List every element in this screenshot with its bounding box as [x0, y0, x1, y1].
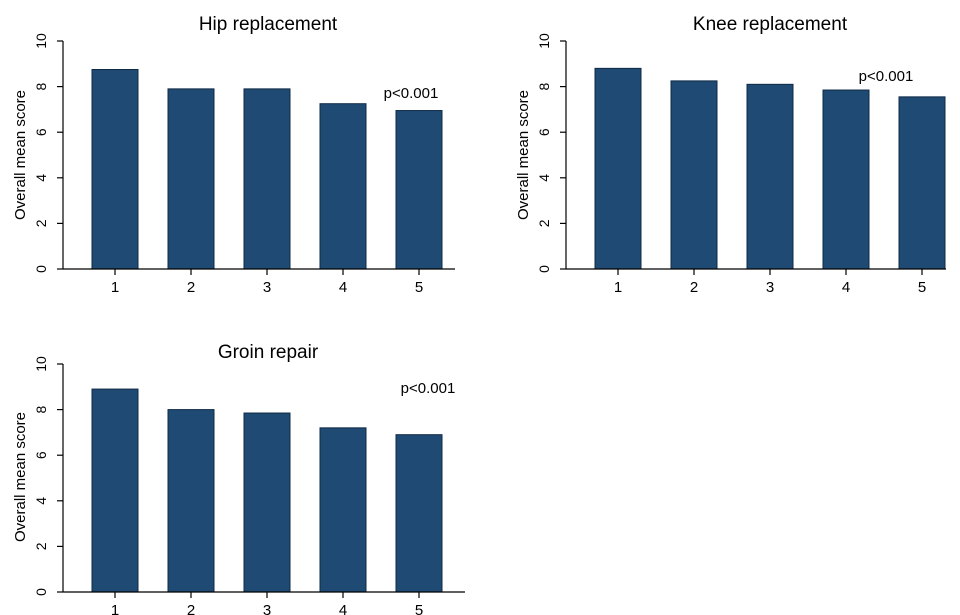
y-axis-label: Overall mean score: [515, 90, 532, 220]
bar: [395, 110, 443, 270]
x-tick-label: 1: [111, 602, 119, 615]
y-tick-label: 8: [536, 82, 552, 90]
x-tick-label: 3: [766, 279, 774, 296]
chart-title: Knee replacement: [693, 14, 848, 35]
y-tick-label: 8: [33, 82, 49, 90]
x-tick-label: 4: [339, 279, 347, 296]
chart-panel-groin: Groin repair Overall mean score p<0.001 …: [12, 342, 465, 615]
bar: [167, 88, 215, 270]
bar: [91, 388, 139, 593]
chart-title: Hip replacement: [199, 14, 338, 35]
y-tick-label: 2: [33, 219, 49, 227]
bar: [167, 409, 215, 593]
x-tick-label: 1: [111, 279, 119, 296]
y-tick-label: 10: [536, 33, 552, 49]
bar: [898, 96, 946, 270]
y-tick-label: 6: [33, 451, 49, 459]
y-tick-label: 2: [33, 542, 49, 550]
y-axis-label: Overall mean score: [12, 412, 29, 542]
chart-title: Groin repair: [218, 342, 319, 363]
y-tick-label: 6: [536, 128, 552, 136]
bar: [243, 412, 291, 593]
x-tick-label: 3: [263, 279, 271, 296]
x-tick-label: 2: [187, 279, 195, 296]
x-tick-label: 3: [263, 602, 271, 615]
y-tick-label: 0: [33, 588, 49, 596]
x-tick-label: 2: [690, 279, 698, 296]
y-tick-label: 6: [33, 128, 49, 136]
x-tick-label: 4: [842, 279, 850, 296]
bar: [594, 67, 642, 270]
bar: [319, 427, 367, 593]
bar: [746, 83, 794, 270]
p-value-annotation: p<0.001: [384, 85, 439, 102]
chart-panel-knee: Knee replacement Overall mean score p<0.…: [515, 14, 946, 296]
x-tick-label: 5: [415, 279, 423, 296]
y-tick-label: 4: [33, 174, 49, 182]
y-tick-label: 2: [536, 219, 552, 227]
p-value-annotation: p<0.001: [859, 68, 914, 85]
bar: [670, 80, 718, 270]
y-axis-label: Overall mean score: [12, 90, 29, 220]
x-tick-label: 5: [918, 279, 926, 296]
y-tick-label: 0: [536, 265, 552, 273]
y-tick-label: 4: [33, 497, 49, 505]
y-tick-label: 8: [33, 405, 49, 413]
y-tick-label: 10: [33, 356, 49, 372]
y-tick-label: 10: [33, 33, 49, 49]
bar: [243, 88, 291, 270]
bar: [395, 434, 443, 593]
x-tick-label: 4: [339, 602, 347, 615]
y-tick-label: 0: [33, 265, 49, 273]
bar: [319, 103, 367, 270]
x-tick-label: 2: [187, 602, 195, 615]
x-tick-label: 5: [415, 602, 423, 615]
y-tick-label: 4: [536, 174, 552, 182]
bar: [91, 69, 139, 270]
bar: [822, 89, 870, 270]
x-tick-label: 1: [614, 279, 622, 296]
chart-panel-hip: Hip replacement Overall mean score p<0.0…: [12, 14, 455, 296]
p-value-annotation: p<0.001: [401, 380, 456, 397]
